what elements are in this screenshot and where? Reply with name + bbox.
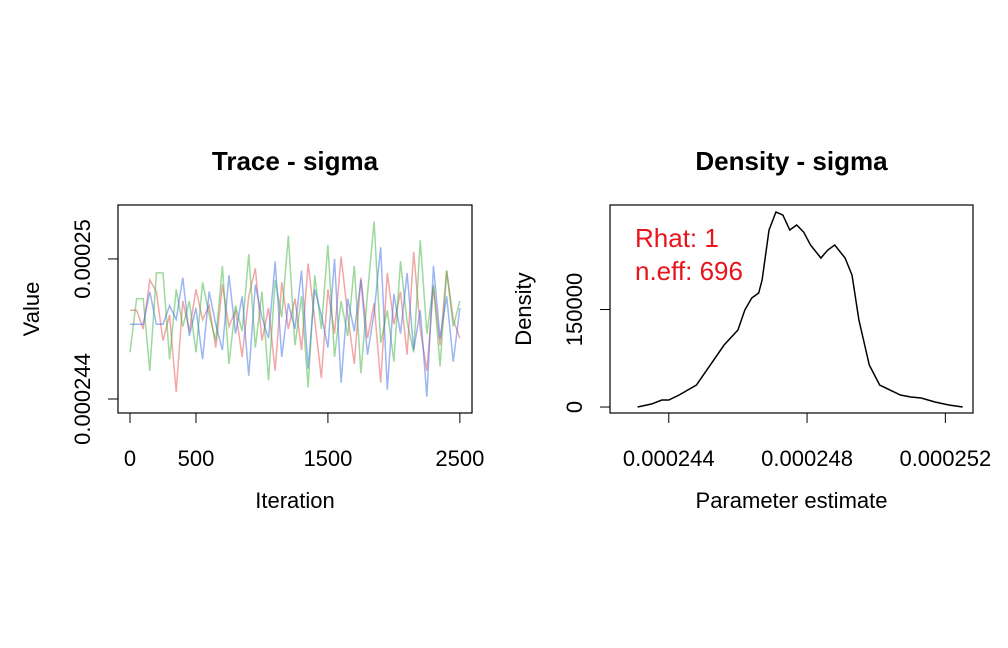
annotation: Rhat: 1	[635, 223, 719, 253]
y-tick-label: 0	[562, 401, 587, 413]
x-tick-label: 0.000252	[899, 446, 991, 471]
x-axis-label: Iteration	[255, 488, 335, 513]
x-tick-label: 0.000248	[761, 446, 853, 471]
x-tick-label: 0	[124, 446, 136, 471]
x-tick-label: 0.000244	[623, 446, 715, 471]
y-tick-label: 150000	[562, 273, 587, 346]
x-tick-label: 2500	[435, 446, 484, 471]
x-tick-label: 500	[178, 446, 215, 471]
series-line	[130, 251, 461, 393]
chart-title: Density - sigma	[695, 146, 888, 176]
annotation: n.eff: 696	[635, 256, 743, 286]
plot-box	[609, 204, 974, 414]
chart-title: Trace - sigma	[212, 146, 379, 176]
x-tick-label: 1500	[303, 446, 352, 471]
y-tick-label: 0.000244	[70, 353, 95, 445]
series-line	[129, 221, 461, 388]
y-axis-label: Density	[511, 272, 536, 345]
series-line	[130, 247, 461, 397]
x-axis-label: Parameter estimate	[696, 488, 888, 513]
series-line	[637, 211, 963, 408]
y-axis-label: Value	[19, 282, 44, 337]
y-tick-label: 0.00025	[70, 219, 95, 299]
plot-box	[117, 204, 473, 414]
